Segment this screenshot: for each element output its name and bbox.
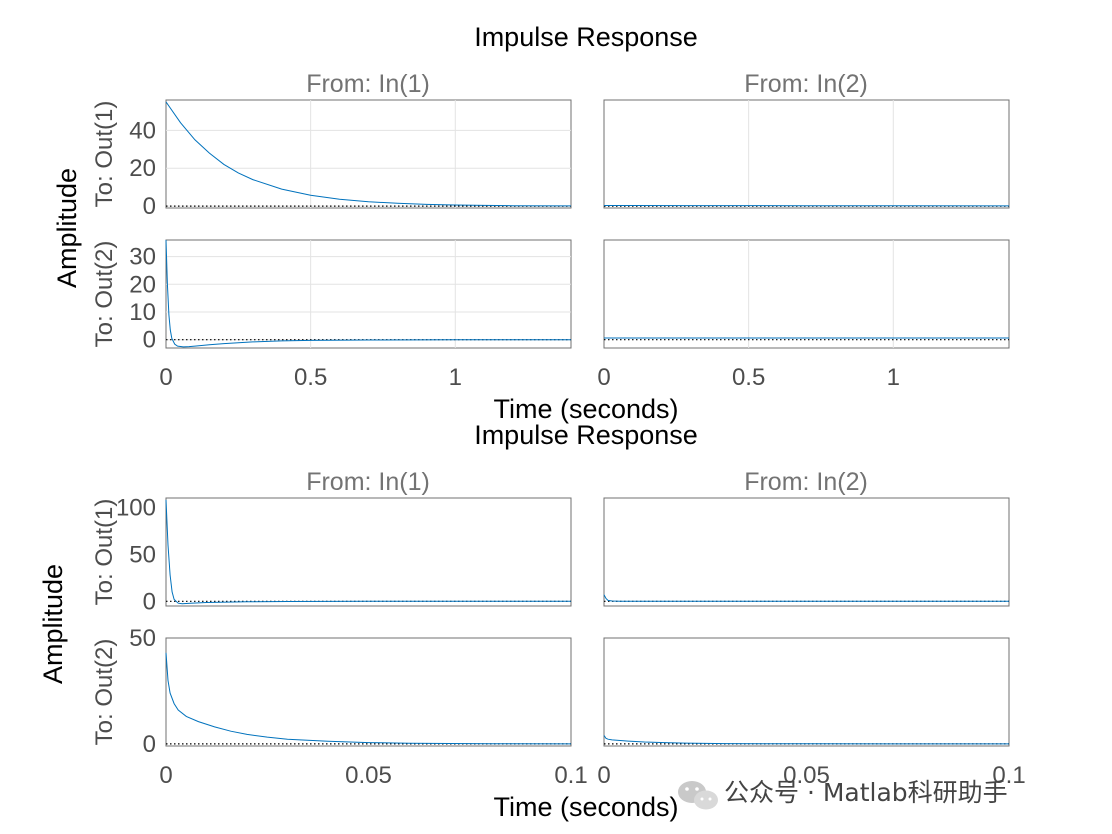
chart-1-output-1-label: To: Out(1)	[91, 101, 118, 208]
chart-2-subplot-r1c2	[603, 497, 1010, 607]
chart-2-subplot-r2c1: 0 50 0 0.05 0.1	[129, 625, 587, 789]
wechat-icon	[678, 781, 718, 810]
chart-2-subplot-r2c2-axes	[603, 637, 1010, 747]
chart-2-subplot-r2c2-xtick-label-2: 0.1	[992, 762, 1025, 789]
chart-2-subplot-r2c1-response-line	[165, 652, 572, 745]
chart-2-subplot-r1c1-response-line	[165, 499, 571, 605]
chart-1-subplot-r2c1-axes	[165, 239, 572, 349]
chart-2-subplot-r2c1-axes	[165, 637, 572, 747]
chart-2-subplot-r2c2-xtick-label-1: 0.05	[783, 762, 830, 789]
chart-1-subplot-r1c1-response-line	[165, 101, 572, 207]
chart-2-subplot-r2c1-xtick-label-0: 0	[159, 762, 172, 789]
chart-2-subplot-r1c1: 0 50 100	[116, 494, 572, 615]
chart-1-subplot-r1c2	[603, 99, 1010, 209]
chart-1-subplot-r2c1-ytick-label-2: 20	[129, 271, 156, 298]
chart-1-subplot-r1c1: 0 20 40	[129, 99, 572, 220]
chart-1-subplot-r2c1-ytick-label-1: 10	[129, 299, 156, 326]
chart-1-subplot-r2c1-ytick-label-0: 0	[143, 327, 156, 354]
chart-2-subplot-r1c2-axes	[603, 497, 1010, 607]
chart-1-subplot-r1c1-ytick-label-0: 0	[143, 193, 156, 220]
chart-1-subplot-r2c2-xtick-label-0: 0	[597, 364, 610, 391]
chart-1-subplot-r2c1-xtick-label-0: 0	[159, 364, 172, 391]
chart-1-subplot-r1c1-ytick-label-2: 40	[129, 117, 156, 144]
watermark: 公众号 · Matlab科研助手	[678, 778, 1008, 810]
chart-2-subplot-r1c1-ytick-label-2: 100	[116, 494, 156, 521]
chart-1-subplot-r2c2-axes	[603, 239, 1010, 349]
chart-2-subplot-r2c2-xtick-label-0: 0	[597, 762, 610, 789]
chart-1-title: Impulse Response	[474, 22, 698, 52]
chart-2-subplot-r2c1-xtick-label-2: 0.1	[554, 762, 587, 789]
chart-1-subplot-r1c1-axes	[165, 99, 572, 209]
chart-1-xlabel: Time (seconds)	[493, 394, 678, 424]
chart-2-input-2-label: From: In(2)	[744, 468, 868, 496]
chart-1-output-2-label: To: Out(2)	[91, 241, 118, 348]
chart-2-output-2-label: To: Out(2)	[91, 639, 118, 746]
chart-1-subplot-r2c1-xtick-label-1: 0.5	[294, 364, 327, 391]
chart-1-subplot-r2c2-xtick-label-1: 0.5	[732, 364, 765, 391]
chart-2-subplot-r2c1-ytick-label-0: 0	[143, 731, 156, 758]
chart-2-output-1-label: To: Out(1)	[91, 499, 118, 606]
chart-1-subplot-r1c2-axes	[603, 99, 1010, 209]
chart-2-subplot-r2c2-response-line	[603, 735, 1010, 745]
chart-1-subplot-r2c1-response-line	[165, 239, 571, 348]
chart-2-xlabel: Time (seconds)	[493, 792, 678, 822]
chart-1-input-2-label: From: In(2)	[744, 70, 868, 98]
chart-1-subplot-r2c2-xtick-label-2: 1	[887, 364, 900, 391]
chart-1-subplot-r2c1-xtick-label-2: 1	[449, 364, 462, 391]
watermark-text: 公众号 · Matlab科研助手	[724, 778, 1008, 807]
chart-2-subplot-r1c1-axes	[165, 497, 572, 607]
chart-1-ylabel: Amplitude	[52, 168, 82, 288]
chart-2-ylabel: Amplitude	[38, 564, 68, 684]
chart-2-subplot-r2c1-xtick-label-1: 0.05	[345, 762, 392, 789]
chart-2-input-1-label: From: In(1)	[306, 468, 430, 496]
chart-2-subplot-r1c2-response-line	[603, 594, 1009, 602]
chart-1-subplot-r2c2: 0 0.5 1	[597, 239, 1010, 391]
chart-2-subplot-r1c1-ytick-label-1: 50	[129, 541, 156, 568]
chart-2-subplot-r2c1-ytick-label-1: 50	[129, 625, 156, 652]
chart-1-input-1-label: From: In(1)	[306, 70, 430, 98]
chart-1-subplot-r1c1-ytick-label-1: 20	[129, 155, 156, 182]
chart-1-subplot-r2c1-ytick-label-3: 30	[129, 244, 156, 271]
chart-2-title: Impulse Response	[474, 420, 698, 450]
chart-2-subplot-r2c2: 0 0.05 0.1	[597, 637, 1026, 789]
chart-2-subplot-r1c1-ytick-label-0: 0	[143, 588, 156, 615]
